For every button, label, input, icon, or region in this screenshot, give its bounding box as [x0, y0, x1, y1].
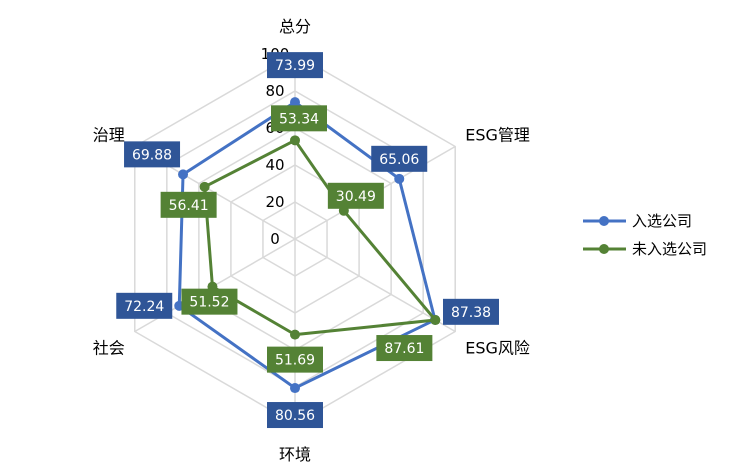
- data-label: 51.52: [181, 288, 238, 315]
- legend-marker: [599, 216, 609, 226]
- tick-label-20: 20: [265, 193, 284, 211]
- data-label: 72.24: [116, 292, 173, 319]
- category-label: ESG风险: [465, 339, 530, 358]
- data-label-text: 73.99: [275, 58, 315, 74]
- legend-marker: [599, 244, 609, 254]
- data-label-text: 72.24: [124, 299, 164, 315]
- series-point: [290, 135, 300, 146]
- category-label: 治理: [93, 126, 125, 145]
- series-point: [290, 383, 300, 394]
- tick-label-80: 80: [265, 82, 284, 100]
- data-label: 87.38: [442, 298, 499, 325]
- data-label-text: 51.69: [275, 353, 315, 369]
- data-label-box: [267, 402, 323, 429]
- data-label-text: 56.41: [169, 198, 209, 214]
- data-label-text: 69.88: [132, 147, 172, 163]
- data-label: 87.61: [376, 335, 433, 362]
- category-label: 环境: [279, 445, 311, 464]
- data-label-text: 51.52: [189, 295, 229, 311]
- legend-entry: 入选公司: [583, 212, 692, 230]
- data-label: 69.88: [124, 141, 181, 168]
- data-label-box: [442, 298, 499, 325]
- tick-label-40: 40: [265, 156, 284, 174]
- category-label: 总分: [279, 17, 311, 36]
- data-label-box: [327, 182, 384, 209]
- data-label-box: [371, 145, 428, 172]
- data-label: 65.06: [371, 145, 428, 172]
- data-series: [174, 97, 441, 394]
- data-label: 73.99: [267, 52, 323, 79]
- tick-label-0: 0: [270, 230, 280, 248]
- data-label-text: 87.38: [451, 305, 491, 321]
- data-label: 80.56: [267, 402, 323, 429]
- data-label-box: [124, 141, 181, 168]
- data-label-box: [116, 292, 173, 319]
- series-point: [290, 97, 300, 108]
- legend-label: 入选公司: [632, 212, 692, 230]
- data-label-box: [160, 191, 217, 218]
- data-label-box: [267, 52, 323, 79]
- grid-spoke: [294, 238, 456, 333]
- data-label-box: [267, 346, 323, 373]
- category-label: 社会: [93, 339, 125, 358]
- data-label: 56.41: [160, 191, 217, 218]
- data-label: 30.49: [327, 182, 384, 209]
- series-point: [178, 169, 189, 180]
- series-point: [430, 315, 441, 326]
- series-point: [394, 173, 405, 184]
- category-label: ESG管理: [465, 126, 530, 145]
- data-label: 53.34: [271, 105, 327, 132]
- data-label-text: 30.49: [336, 189, 376, 205]
- legend-entry: 未入选公司: [583, 240, 707, 258]
- data-label-box: [376, 335, 433, 362]
- data-label-box: [181, 288, 238, 315]
- data-label: 51.69: [267, 346, 323, 373]
- series-point: [199, 181, 210, 192]
- data-labels: 73.99 65.06 87.38 80.56 72.24 69.88 53.34 30.49…: [116, 52, 499, 429]
- data-label-text: 87.61: [384, 341, 424, 357]
- data-label-box: [271, 105, 327, 132]
- data-label-text: 53.34: [279, 111, 319, 127]
- series-point: [290, 329, 300, 340]
- data-label-text: 80.56: [275, 408, 315, 424]
- legend-label: 未入选公司: [632, 240, 707, 258]
- data-label-text: 65.06: [379, 152, 419, 168]
